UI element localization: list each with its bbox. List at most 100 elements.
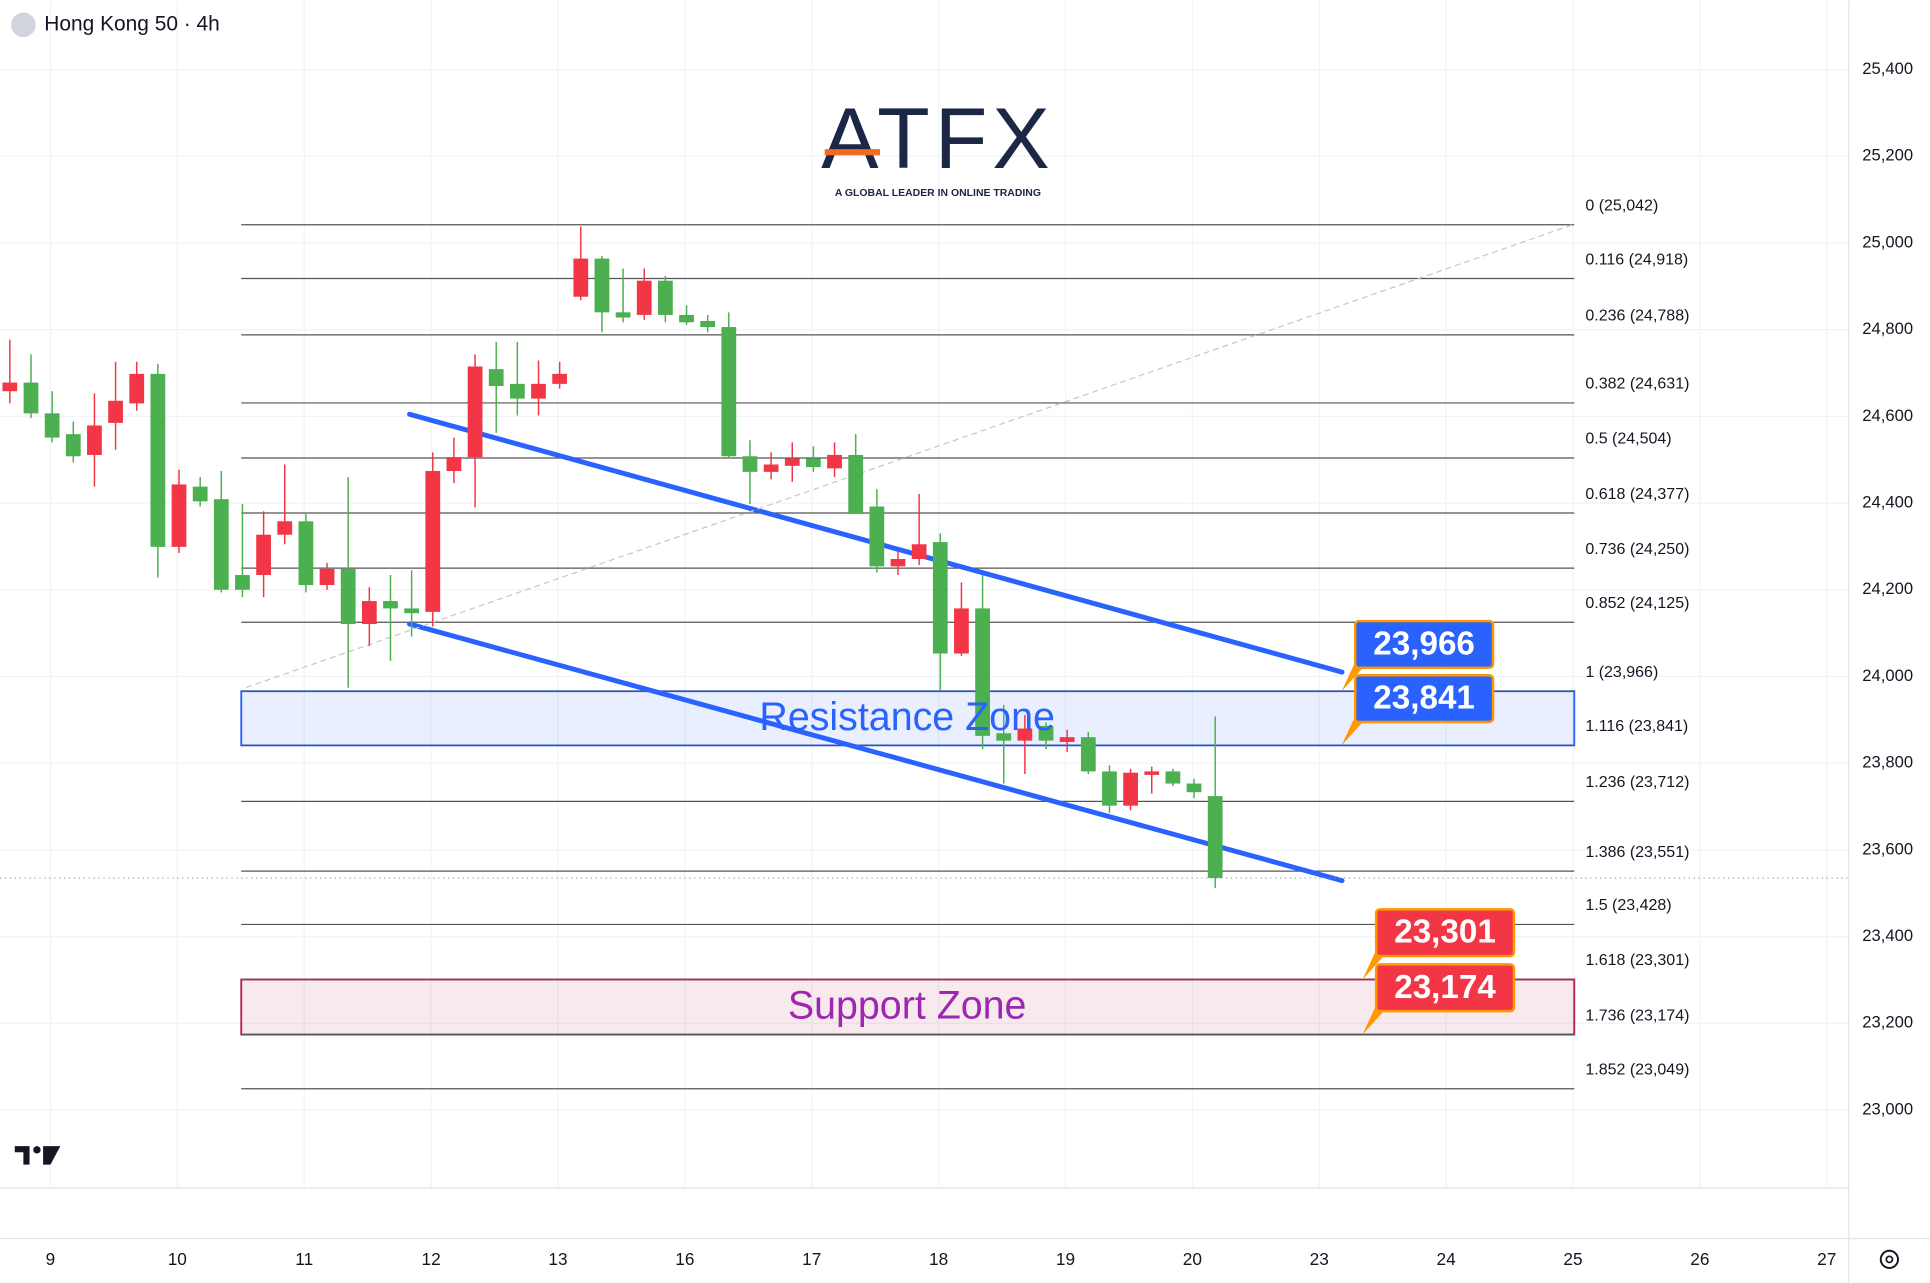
candle-body <box>657 280 673 315</box>
candle-body <box>213 499 229 590</box>
candle-body <box>1017 728 1033 741</box>
candle-body <box>848 454 864 514</box>
fib-label: 0.116 (24,918) <box>1585 251 1688 268</box>
x-tick-label: 19 <box>1056 1249 1075 1269</box>
candle-body <box>975 608 990 736</box>
candle-body <box>44 413 60 438</box>
candle-body <box>467 366 483 458</box>
x-tick-label: 16 <box>675 1249 694 1269</box>
zone <box>240 690 1576 747</box>
candle-body <box>636 280 652 315</box>
candle-body <box>1102 771 1117 806</box>
candle-body <box>763 464 779 472</box>
candle-body <box>1165 771 1181 784</box>
candle-body <box>171 484 187 547</box>
y-tick-label: 23,200 <box>1862 1013 1913 1032</box>
candle-body <box>531 383 546 399</box>
x-tick-label: 27 <box>1817 1249 1836 1269</box>
candle-body <box>806 458 821 468</box>
symbol-icon <box>11 12 36 38</box>
fib-label: 1.116 (23,841) <box>1585 718 1688 735</box>
y-tick-label: 23,600 <box>1862 839 1913 858</box>
candle-body <box>721 327 737 457</box>
y-tick-label: 25,000 <box>1862 232 1913 251</box>
x-tick-label: 25 <box>1563 1249 1582 1269</box>
settings-icon[interactable] <box>1879 1249 1899 1269</box>
logo-tagline: A GLOBAL LEADER IN ONLINE TRADING <box>835 188 1041 199</box>
candle-body <box>996 733 1012 741</box>
settings-icon-core[interactable] <box>1885 1255 1894 1264</box>
candle-body <box>23 382 39 414</box>
candle-body <box>446 457 462 471</box>
tv-logo-part <box>14 1146 30 1165</box>
plot <box>0 224 1849 1090</box>
candle-body <box>425 470 441 612</box>
x-tick-label: 26 <box>1690 1249 1709 1269</box>
candle-body <box>573 258 589 297</box>
candle-body <box>594 258 610 313</box>
candle-body <box>742 456 758 472</box>
logo-bar <box>824 149 881 156</box>
candle-body <box>700 321 716 328</box>
candle-body <box>1038 725 1054 741</box>
x-tick-label: 10 <box>168 1249 187 1269</box>
x-tick-label: 20 <box>1183 1249 1202 1269</box>
overlay: 23,000 23,200 23,400 23,600 23,800 24,000 24,2… <box>46 59 1913 1269</box>
candle-body <box>1207 796 1223 879</box>
y-tick-label: 25,400 <box>1862 59 1913 78</box>
candle-body <box>65 434 81 457</box>
y-tick-label: 23,800 <box>1862 753 1913 772</box>
candle-body <box>298 521 314 586</box>
candle-body <box>1144 771 1160 775</box>
fib-label: 1.236 (23,712) <box>1585 774 1689 791</box>
fib-label: 0.236 (24,788) <box>1585 308 1689 325</box>
price-tag <box>1353 674 1495 724</box>
x-tick-label: 12 <box>422 1249 441 1269</box>
x-tick-label: 24 <box>1437 1249 1457 1269</box>
candle-body <box>1186 783 1202 793</box>
fib-label: 1 (23,966) <box>1585 664 1658 681</box>
x-tick-label: 9 <box>46 1249 56 1269</box>
price-tag <box>1374 908 1516 958</box>
y-tick-label: 24,400 <box>1862 492 1913 511</box>
candle-body <box>827 454 842 469</box>
candle-body <box>679 314 694 323</box>
price-tag-label: 23,841 <box>1373 680 1475 717</box>
zone <box>240 978 1576 1036</box>
candle-body <box>488 369 504 387</box>
y-tick-label: 24,200 <box>1862 579 1913 598</box>
y-tick-label: 24,600 <box>1862 406 1913 425</box>
candle-body <box>87 425 102 455</box>
candle-body <box>129 373 145 404</box>
candle-body <box>319 568 335 586</box>
fib-label: 1.852 (23,049) <box>1585 1061 1689 1078</box>
fib-label: 0.852 (24,125) <box>1585 595 1689 612</box>
y-tick-label: 23,000 <box>1862 1099 1913 1118</box>
trendline <box>407 621 1345 884</box>
price-tag-label: 23,301 <box>1394 914 1496 951</box>
settings-icon-ring[interactable] <box>1879 1249 1899 1269</box>
candle-body <box>1123 772 1138 806</box>
fib-label: 0 (25,042) <box>1585 198 1658 215</box>
candle-body <box>192 486 208 502</box>
fib-label: 0.5 (24,504) <box>1585 431 1671 448</box>
atfx-logo: ATFX A GLOBAL LEADER IN ONLINE TRADING <box>821 91 1055 199</box>
logo-text: ATFX <box>821 91 1055 187</box>
candle-body <box>277 521 293 535</box>
candle-body <box>1080 737 1096 772</box>
candle-body <box>954 608 969 654</box>
x-tick-label: 13 <box>548 1249 567 1269</box>
candle-body <box>1059 737 1075 742</box>
candle-body <box>784 458 800 466</box>
y-tick-label: 24,000 <box>1862 666 1913 685</box>
candle-body <box>890 558 906 567</box>
candle-body <box>256 534 271 576</box>
candle-body <box>615 312 631 318</box>
fib-label: 0.382 (24,631) <box>1585 376 1689 393</box>
zone-label: Resistance Zone <box>759 695 1054 739</box>
tv-logo-part <box>33 1146 41 1154</box>
candle-body <box>911 544 927 559</box>
y-tick-label: 25,200 <box>1862 146 1913 165</box>
